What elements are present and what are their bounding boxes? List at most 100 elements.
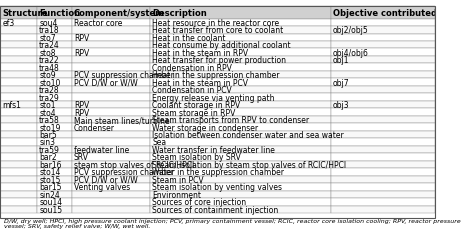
FancyBboxPatch shape [72, 79, 150, 86]
Text: Steam isolation by venting valves: Steam isolation by venting valves [152, 182, 283, 191]
FancyBboxPatch shape [331, 154, 435, 161]
Text: D/W, dry well; HPCI, high pressure coolant injection; PCV, primary containment v: D/W, dry well; HPCI, high pressure coola… [4, 218, 461, 228]
FancyBboxPatch shape [150, 27, 331, 34]
FancyBboxPatch shape [37, 27, 72, 34]
FancyBboxPatch shape [331, 27, 435, 34]
FancyBboxPatch shape [331, 7, 435, 19]
FancyBboxPatch shape [72, 86, 150, 94]
FancyBboxPatch shape [72, 116, 150, 124]
FancyBboxPatch shape [331, 72, 435, 79]
Text: RPV: RPV [74, 34, 89, 43]
FancyBboxPatch shape [150, 72, 331, 79]
Text: sto1: sto1 [39, 101, 55, 109]
Text: Heat transfer from core to coolant: Heat transfer from core to coolant [152, 26, 283, 35]
FancyBboxPatch shape [331, 57, 435, 64]
FancyBboxPatch shape [0, 27, 37, 34]
FancyBboxPatch shape [331, 191, 435, 198]
FancyBboxPatch shape [150, 101, 331, 109]
Text: Heat in the coolant: Heat in the coolant [152, 34, 226, 43]
FancyBboxPatch shape [0, 154, 37, 161]
Text: Sources of containment injection: Sources of containment injection [152, 205, 279, 214]
Text: Steam isolation by steam stop valves of RCIC/HPCI: Steam isolation by steam stop valves of … [152, 160, 346, 169]
FancyBboxPatch shape [150, 19, 331, 27]
Text: Main steam lines/turbine: Main steam lines/turbine [74, 116, 170, 125]
Text: steam stop valves of RCIC/HPCI: steam stop valves of RCIC/HPCI [74, 160, 194, 169]
Text: tra28: tra28 [39, 86, 60, 95]
Text: Venting valves: Venting valves [74, 182, 130, 191]
FancyBboxPatch shape [72, 109, 150, 116]
FancyBboxPatch shape [37, 183, 72, 191]
Text: Heat in the steam in RPV: Heat in the steam in RPV [152, 49, 248, 58]
FancyBboxPatch shape [331, 116, 435, 124]
Text: sin3: sin3 [39, 138, 55, 147]
Text: Objective contributed: Objective contributed [333, 9, 437, 18]
FancyBboxPatch shape [150, 34, 331, 42]
Text: bar2: bar2 [39, 153, 57, 162]
FancyBboxPatch shape [72, 176, 150, 183]
Text: sto15: sto15 [39, 175, 61, 184]
Text: sto9: sto9 [39, 71, 56, 80]
FancyBboxPatch shape [0, 64, 37, 72]
FancyBboxPatch shape [37, 79, 72, 86]
FancyBboxPatch shape [150, 42, 331, 49]
FancyBboxPatch shape [37, 101, 72, 109]
Text: tra24: tra24 [39, 41, 60, 50]
FancyBboxPatch shape [331, 42, 435, 49]
Text: sto7: sto7 [39, 34, 56, 43]
Text: PCV D/W or W/W: PCV D/W or W/W [74, 175, 138, 184]
FancyBboxPatch shape [37, 7, 72, 19]
FancyBboxPatch shape [150, 161, 331, 168]
FancyBboxPatch shape [72, 64, 150, 72]
Text: Heat consume by additional coolant: Heat consume by additional coolant [152, 41, 291, 50]
FancyBboxPatch shape [37, 86, 72, 94]
FancyBboxPatch shape [331, 168, 435, 176]
FancyBboxPatch shape [0, 72, 37, 79]
FancyBboxPatch shape [0, 161, 37, 168]
Text: RPV: RPV [74, 108, 89, 117]
Text: Water storage in condenser: Water storage in condenser [152, 123, 258, 132]
FancyBboxPatch shape [331, 139, 435, 146]
FancyBboxPatch shape [0, 206, 37, 213]
Text: tra29: tra29 [39, 93, 60, 102]
Text: sou15: sou15 [39, 205, 62, 214]
FancyBboxPatch shape [150, 139, 331, 146]
Text: Isolation between condenser water and sea water: Isolation between condenser water and se… [152, 131, 344, 139]
FancyBboxPatch shape [150, 94, 331, 101]
FancyBboxPatch shape [331, 86, 435, 94]
FancyBboxPatch shape [37, 131, 72, 139]
Text: obj2/obj5: obj2/obj5 [333, 26, 369, 35]
Text: Reactor core: Reactor core [74, 19, 122, 28]
Text: Condensation in PCV: Condensation in PCV [152, 86, 232, 95]
FancyBboxPatch shape [331, 34, 435, 42]
FancyBboxPatch shape [37, 34, 72, 42]
FancyBboxPatch shape [0, 34, 37, 42]
FancyBboxPatch shape [150, 206, 331, 213]
Text: sou14: sou14 [39, 198, 62, 207]
Text: tra48: tra48 [39, 63, 60, 72]
FancyBboxPatch shape [72, 94, 150, 101]
Text: obj1: obj1 [333, 56, 349, 65]
Text: sto19: sto19 [39, 123, 61, 132]
FancyBboxPatch shape [150, 176, 331, 183]
FancyBboxPatch shape [150, 131, 331, 139]
Text: SRV: SRV [74, 153, 89, 162]
FancyBboxPatch shape [72, 57, 150, 64]
FancyBboxPatch shape [72, 19, 150, 27]
Text: Steam transports from RPV to condenser: Steam transports from RPV to condenser [152, 116, 310, 125]
FancyBboxPatch shape [331, 79, 435, 86]
FancyBboxPatch shape [0, 176, 37, 183]
FancyBboxPatch shape [72, 206, 150, 213]
FancyBboxPatch shape [0, 183, 37, 191]
Text: Heat in the steam in PCV: Heat in the steam in PCV [152, 78, 248, 87]
FancyBboxPatch shape [331, 146, 435, 154]
Text: Heat in the suppression chamber: Heat in the suppression chamber [152, 71, 280, 80]
FancyBboxPatch shape [0, 191, 37, 198]
FancyBboxPatch shape [37, 49, 72, 57]
FancyBboxPatch shape [331, 176, 435, 183]
Text: sto8: sto8 [39, 49, 55, 58]
FancyBboxPatch shape [0, 168, 37, 176]
Text: bar15: bar15 [39, 182, 62, 191]
Text: Steam isolation by SRV: Steam isolation by SRV [152, 153, 241, 162]
Text: Condensation in RPV: Condensation in RPV [152, 63, 232, 72]
Text: Sea: Sea [152, 138, 166, 147]
